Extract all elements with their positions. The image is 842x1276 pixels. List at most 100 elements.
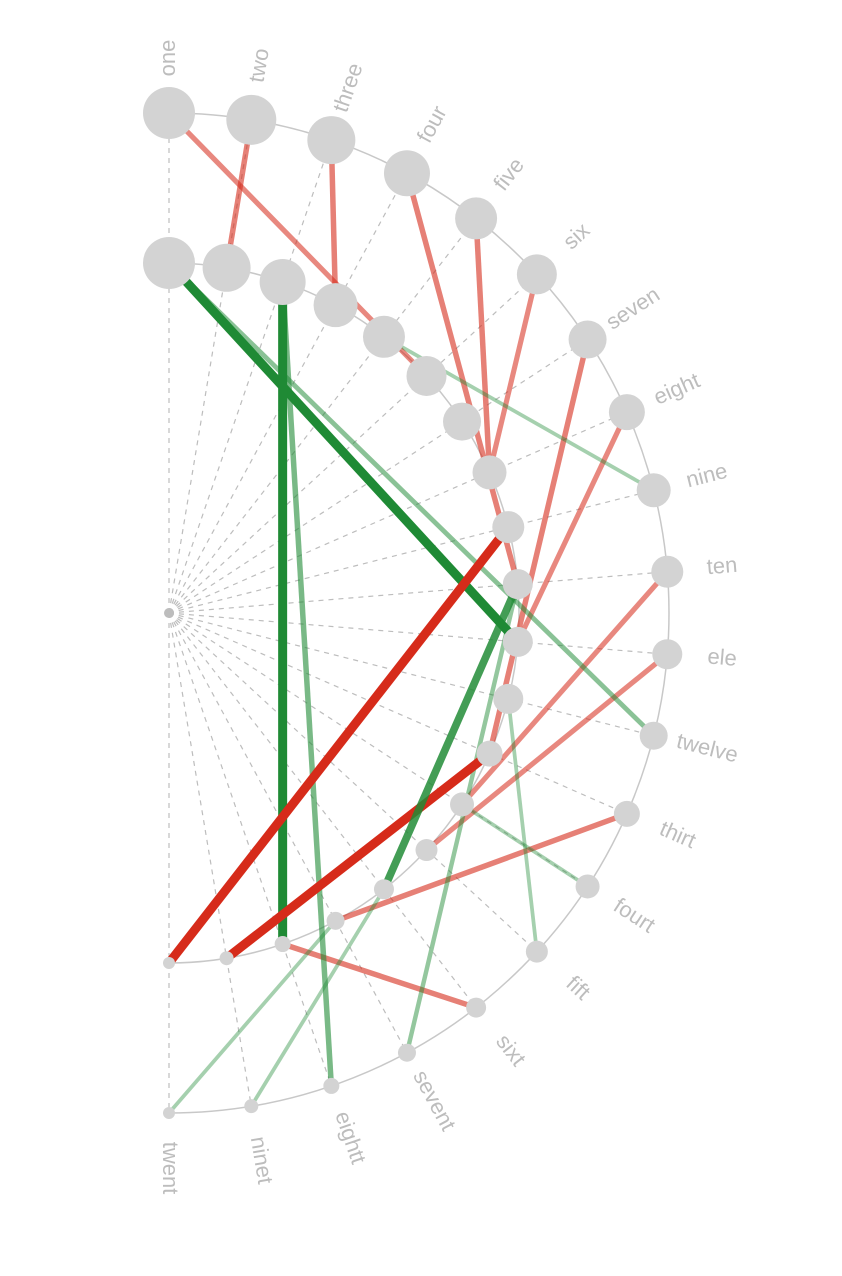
label-fift: fift [561, 971, 595, 1005]
guide-line-15 [168, 612, 477, 1008]
guide-line-9 [168, 571, 668, 614]
inner-node-13 [476, 740, 503, 767]
inner-node-18 [274, 936, 291, 953]
guide-line-17 [168, 612, 332, 1087]
inner-node-11 [502, 626, 533, 657]
guide-line-13 [168, 612, 588, 887]
inner-node-12 [493, 683, 524, 714]
link-5 [487, 273, 540, 474]
label-one: one [155, 40, 180, 77]
link-2 [328, 140, 339, 306]
guide-lines [164, 113, 668, 1113]
guide-line-12 [168, 612, 628, 815]
link-20 [165, 259, 522, 645]
inner-node-5 [362, 315, 405, 358]
link-24 [380, 582, 522, 891]
inner-node-10 [502, 569, 533, 600]
outer-node-sixt [466, 997, 487, 1018]
guide-line-6 [168, 339, 588, 614]
label-nine: nine [683, 458, 729, 492]
label-fourt: fourt [609, 893, 660, 938]
label-ninet: ninet [246, 1135, 279, 1186]
link-18 [249, 888, 386, 1108]
center-point [164, 608, 174, 618]
label-sevent: sevent [408, 1066, 461, 1135]
label-two: two [244, 46, 274, 84]
outer-node-twelve [639, 721, 668, 750]
outer-node-four [383, 150, 430, 197]
link-11 [167, 261, 656, 738]
inner-node-7 [443, 402, 482, 441]
link-12 [334, 811, 628, 924]
outer-node-five [455, 197, 498, 240]
inner-node-8 [472, 455, 507, 490]
inner-node-6 [406, 355, 447, 396]
link-16 [404, 583, 520, 1054]
guide-line-18 [168, 612, 252, 1107]
label-three: three [328, 60, 368, 116]
outer-node-ele [652, 639, 683, 670]
link-13 [460, 802, 589, 889]
inner-node-4 [313, 283, 358, 328]
outer-node-two [226, 94, 277, 145]
inner-node-16 [373, 879, 394, 900]
link-22 [165, 524, 512, 966]
guide-line-10 [168, 612, 668, 655]
outer-node-one [143, 87, 195, 139]
label-six: six [558, 218, 595, 255]
outer-node-ten [651, 555, 684, 588]
label-sixt: sixt [491, 1029, 531, 1070]
inner-node-17 [326, 911, 345, 930]
outer-node-seven [568, 320, 607, 359]
outer-node-fift [525, 940, 548, 963]
label-eight: eight [650, 367, 704, 409]
guide-line-7 [168, 411, 628, 614]
guide-line-2 [168, 139, 332, 614]
inner-node-9 [492, 511, 525, 544]
outer-node-eightt [323, 1077, 340, 1094]
outer-node-thirt [613, 800, 640, 827]
outer-node-sevent [397, 1043, 416, 1062]
guide-line-1 [168, 119, 252, 614]
guide-line-16 [168, 612, 408, 1054]
inner-node-1 [143, 237, 195, 289]
inner-ring-arc [168, 262, 520, 964]
outer-node-six [516, 254, 557, 295]
label-thirt: thirt [656, 816, 700, 854]
link-19 [167, 919, 337, 1115]
label-ele: ele [707, 643, 738, 670]
outer-node-nine [636, 473, 671, 508]
inner-node-14 [450, 792, 475, 817]
link-23 [223, 750, 493, 962]
link-9 [460, 570, 670, 807]
guide-line-3 [168, 172, 408, 614]
guide-line-14 [168, 612, 538, 953]
inner-node-3 [259, 258, 306, 305]
label-eightt: eightt [330, 1108, 371, 1167]
guide-line-8 [168, 489, 654, 614]
outer-node-three [307, 116, 356, 165]
label-seven: seven [601, 282, 664, 335]
label-twelve: twelve [674, 728, 741, 768]
label-ten: ten [706, 552, 739, 579]
outer-node-twent [163, 1107, 175, 1119]
inner-node-19 [219, 951, 234, 966]
link-17 [279, 281, 335, 1087]
label-twent: twent [158, 1142, 183, 1195]
ring-nodes [143, 87, 684, 1119]
outer-node-eight [608, 394, 645, 431]
label-four: four [412, 101, 452, 146]
inner-node-2 [202, 243, 251, 292]
link-7 [515, 411, 630, 644]
inner-node-15 [415, 839, 438, 862]
inner-node-20 [163, 957, 175, 969]
link-4 [473, 218, 493, 473]
link-15 [281, 941, 477, 1011]
link-10 [424, 652, 669, 853]
outer-node-ninet [244, 1099, 259, 1114]
guide-line-4 [168, 218, 477, 614]
guide-line-11 [168, 612, 654, 737]
link-14 [506, 698, 539, 952]
